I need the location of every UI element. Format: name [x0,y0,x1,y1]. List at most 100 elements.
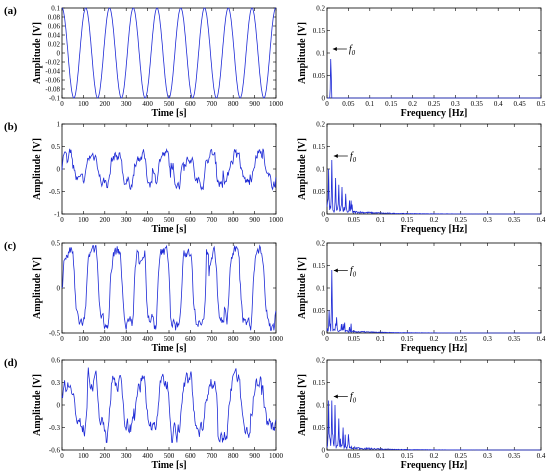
time-ytick-label: 0.3 [51,379,60,387]
time-xtick-label: 700 [207,452,218,460]
time-ytick-label: 0.6 [51,357,60,365]
time-xtick-label: 1000 [269,452,284,460]
panel-label: (c) [4,240,17,252]
panel-c: (c)0 100 200 300 400 500 600 700 800 900 1000-0.50… [4,240,546,355]
f0-arrow-head [333,394,338,399]
freq-xtick-label: 0.4 [494,100,503,108]
time-ytick-label: 0 [57,285,61,293]
f0-arrow-head [333,154,338,158]
time-frame [61,7,277,99]
time-ylabel: Amplitude [V] [32,257,43,319]
freq-ytick-label: 0 [322,95,326,103]
freq-xtick-label: 0 [325,452,329,460]
freq-xtick-label: 0.4 [537,216,546,224]
time-xlabel: Time [s] [151,460,186,471]
panel-a: (a)0 100 200 300 400 500 600 700 800 900 1000-0.1-… [4,5,546,120]
freq-xlabel: Frequency [Hz] [401,108,468,119]
time-ytick-label: -0.5 [49,188,61,196]
time-series-line [61,367,277,443]
time-ytick-label: -0.6 [49,447,61,455]
freq-xtick-label: 0.2 [408,100,417,108]
spectrum-line [326,269,541,334]
f0-arrow-head [333,268,338,273]
time-xtick-label: 800 [228,100,239,108]
freq-ytick-label: 0.1 [316,402,325,410]
freq-ytick-label: 0.05 [313,72,326,80]
time-xtick-label: 100 [78,100,89,108]
freq-xtick-label: 0.25 [455,216,468,224]
time-xtick-label: 700 [207,335,218,343]
time-ytick-label: 0.04 [48,32,61,40]
freq-ytick-label: 0 [322,447,326,455]
time-xtick-label: 0 [60,216,64,224]
time-xtick-label: 0 [60,335,64,343]
time-xtick-label: 900 [249,100,260,108]
freq-ylabel: Amplitude [V] [297,138,308,200]
time-ytick-label: 0.1 [51,5,60,13]
freq-xlabel: Frequency [Hz] [401,460,468,471]
spectrum-plot: 0 0.05 0.1 0.15 0.2 0.25 0.3 0.35 0.4 0 0.05 0.1 0.1… [297,121,546,236]
freq-xtick-label: 0 [325,335,329,343]
time-ytick-label: -1 [54,211,60,219]
freq-xtick-label: 0.5 [537,100,546,108]
time-ytick-label: -0.5 [49,330,61,338]
time-xtick-label: 1000 [269,335,284,343]
freq-xtick-label: 0.4 [537,335,546,343]
freq-ytick-label: 0.05 [313,424,326,432]
time-xtick-label: 700 [207,216,218,224]
time-ylabel: Amplitude [V] [32,22,43,84]
time-xtick-label: 500 [164,100,175,108]
time-plot: 0 100 200 300 400 500 600 700 800 900 1000-0.500.5… [32,240,284,355]
time-ytick-label: -0.1 [49,95,61,103]
freq-xtick-label: 0.4 [537,452,546,460]
freq-xtick-label: 0.3 [483,452,492,460]
f0-annotation: f0 [350,151,357,164]
time-xtick-label: 900 [249,335,260,343]
time-ytick-label: 0 [57,402,61,410]
time-xtick-label: 800 [228,452,239,460]
time-plot: 0 100 200 300 400 500 600 700 800 900 1000 -1 -0.5 0 0… [32,121,284,236]
freq-xtick-label: 0.15 [385,100,398,108]
time-series-line [61,7,276,99]
freq-xtick-label: 0.35 [508,335,521,343]
time-xtick-label: 700 [207,100,218,108]
freq-ylabel: Amplitude [V] [297,374,308,436]
freq-ytick-label: 0.15 [313,262,326,270]
time-xtick-label: 200 [100,452,111,460]
freq-xtick-label: 0 [325,216,329,224]
time-xtick-label: 0 [60,452,64,460]
time-ytick-label: 0.02 [48,41,61,49]
freq-xtick-label: 0.35 [508,216,521,224]
time-xtick-label: 300 [121,335,132,343]
time-series-line [61,244,277,331]
freq-xlabel: Frequency [Hz] [401,343,468,354]
freq-ytick-label: 0.05 [313,307,326,315]
spectrum-plot: 0 0.05 0.1 0.15 0.2 0.25 0.3 0.35 0.4 0.45 0.5 0 0.0… [297,5,546,120]
spectrum-line [326,400,541,451]
time-plot: 0 100 200 300 400 500 600 700 800 900 1000-0.1-0.0… [32,5,284,120]
freq-ylabel: Amplitude [V] [297,22,308,84]
freq-frame [326,359,542,451]
freq-xtick-label: 0.15 [401,335,414,343]
freq-frame [326,123,542,215]
freq-ytick-label: 0.2 [316,357,325,365]
freq-xtick-label: 0.45 [513,100,526,108]
panel-b: (b)0 100 200 300 400 500 600 700 800 900 1000-1-0.… [4,121,546,236]
time-xtick-label: 400 [142,452,153,460]
freq-xtick-label: 0.1 [365,100,374,108]
time-xlabel: Time [s] [151,108,186,119]
freq-xtick-label: 0.05 [342,100,355,108]
time-xtick-label: 600 [185,100,196,108]
freq-ytick-label: 0.1 [316,166,325,174]
freq-ytick-label: 0.2 [316,240,325,248]
time-xtick-label: 0 [60,100,64,108]
time-xlabel: Time [s] [151,343,186,354]
freq-xtick-label: 0.3 [483,335,492,343]
freq-xtick-label: 0.3 [483,216,492,224]
freq-ytick-label: 0.05 [313,188,326,196]
time-ytick-label: 0.5 [51,143,60,151]
freq-xlabel: Frequency [Hz] [401,224,468,235]
freq-xtick-label: 0.05 [348,452,361,460]
freq-xtick-label: 0.2 [430,335,439,343]
